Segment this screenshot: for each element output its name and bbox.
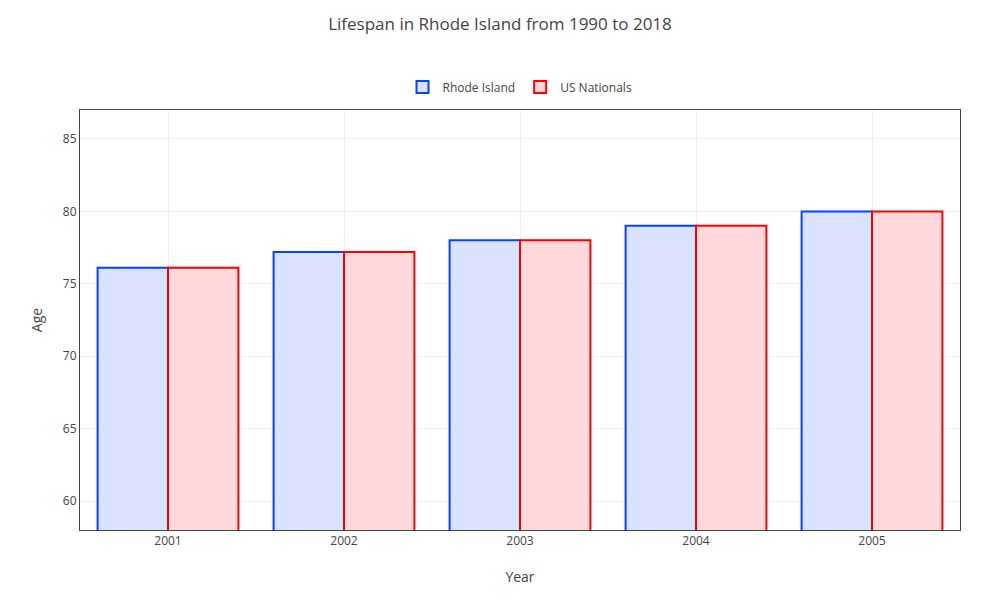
svg-text:60: 60	[63, 492, 77, 509]
svg-text:80: 80	[63, 203, 77, 220]
svg-text:2002: 2002	[330, 532, 358, 549]
svg-text:Rhode Island: Rhode Island	[443, 79, 516, 96]
svg-text:70: 70	[63, 347, 77, 364]
svg-text:65: 65	[63, 420, 77, 437]
svg-text:2004: 2004	[682, 532, 710, 549]
svg-text:Lifespan in Rhode Island from: Lifespan in Rhode Island from 1990 to 20…	[328, 12, 672, 35]
svg-text:Year: Year	[505, 567, 534, 586]
svg-text:2003: 2003	[506, 532, 534, 549]
svg-text:75: 75	[63, 275, 77, 292]
svg-text:US Nationals: US Nationals	[560, 79, 632, 96]
svg-text:2005: 2005	[858, 532, 886, 549]
svg-text:85: 85	[63, 130, 77, 147]
svg-text:Age: Age	[27, 308, 46, 332]
svg-text:2001: 2001	[154, 532, 181, 549]
